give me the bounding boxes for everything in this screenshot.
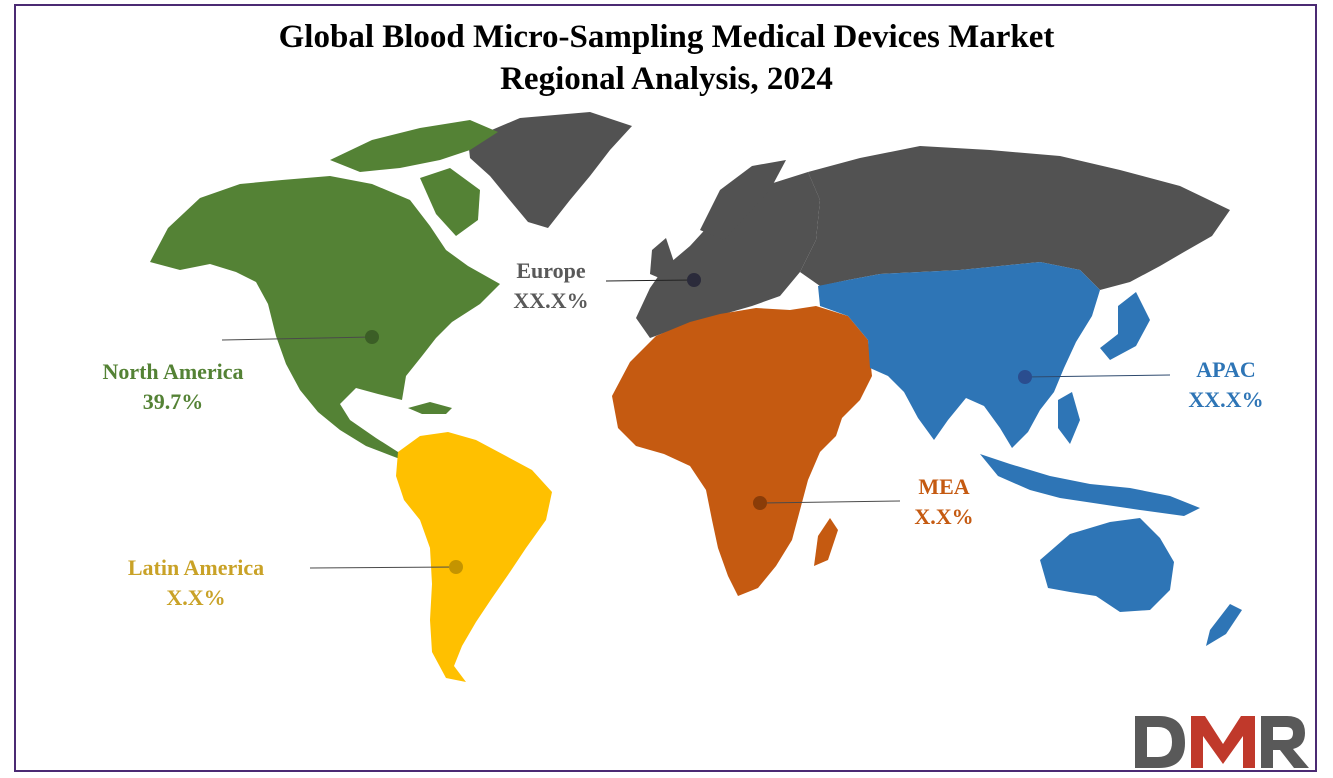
apac-mainland-shape [818, 262, 1100, 448]
north-america-name: North America [102, 359, 244, 384]
europe-value: XX.X% [513, 288, 589, 313]
indonesia-shape [980, 454, 1200, 516]
russia-shape [800, 146, 1230, 290]
new-zealand-shape [1206, 604, 1242, 646]
europe-label: Europe XX.X% [496, 256, 606, 316]
caribbean-shape [408, 402, 452, 414]
mea-value: X.X% [914, 504, 974, 529]
north-america-marker [365, 330, 379, 344]
north-america-label: North America 39.7% [82, 357, 264, 417]
apac-leader [1024, 374, 1171, 378]
apac-label: APAC XX.X% [1176, 355, 1276, 415]
north-america-value: 39.7% [142, 389, 204, 414]
north-america-shape [150, 176, 500, 462]
latin-america-leader [309, 566, 457, 569]
australia-shape [1040, 518, 1174, 612]
baffin-island-shape [420, 168, 480, 236]
madagascar-shape [814, 518, 838, 566]
mea-leader [759, 500, 901, 504]
mea-name: MEA [918, 474, 970, 499]
apac-name: APAC [1196, 357, 1256, 382]
mea-shape [612, 306, 872, 596]
dmr-logo-mark [1135, 716, 1309, 768]
japan-shape [1100, 292, 1150, 360]
apac-value: XX.X% [1188, 387, 1264, 412]
chart-frame [14, 4, 1317, 772]
europe-marker [687, 273, 701, 287]
europe-shape [636, 172, 820, 338]
chart-title: Global Blood Micro-Sampling Medical Devi… [0, 16, 1333, 100]
mea-marker [753, 496, 767, 510]
latin-america-marker [449, 560, 463, 574]
arctic-islands-shape [330, 120, 498, 172]
mea-label: MEA X.X% [894, 472, 994, 532]
scandinavia-shape [700, 160, 786, 240]
dmr-logo [1133, 712, 1313, 770]
north-america-leader [221, 336, 373, 341]
europe-leader [605, 279, 695, 282]
apac-marker [1018, 370, 1032, 384]
latin-america-name: Latin America [127, 555, 265, 580]
europe-name: Europe [516, 258, 586, 283]
greenland-shape [468, 112, 632, 228]
latin-america-shape [396, 432, 552, 682]
latin-america-label: Latin America X.X% [110, 553, 282, 613]
latin-america-value: X.X% [166, 585, 226, 610]
title-line-2: Regional Analysis, 2024 [500, 61, 833, 97]
uk-shape [650, 238, 674, 280]
title-line-1: Global Blood Micro-Sampling Medical Devi… [278, 19, 1055, 55]
philippines-shape [1058, 392, 1080, 444]
